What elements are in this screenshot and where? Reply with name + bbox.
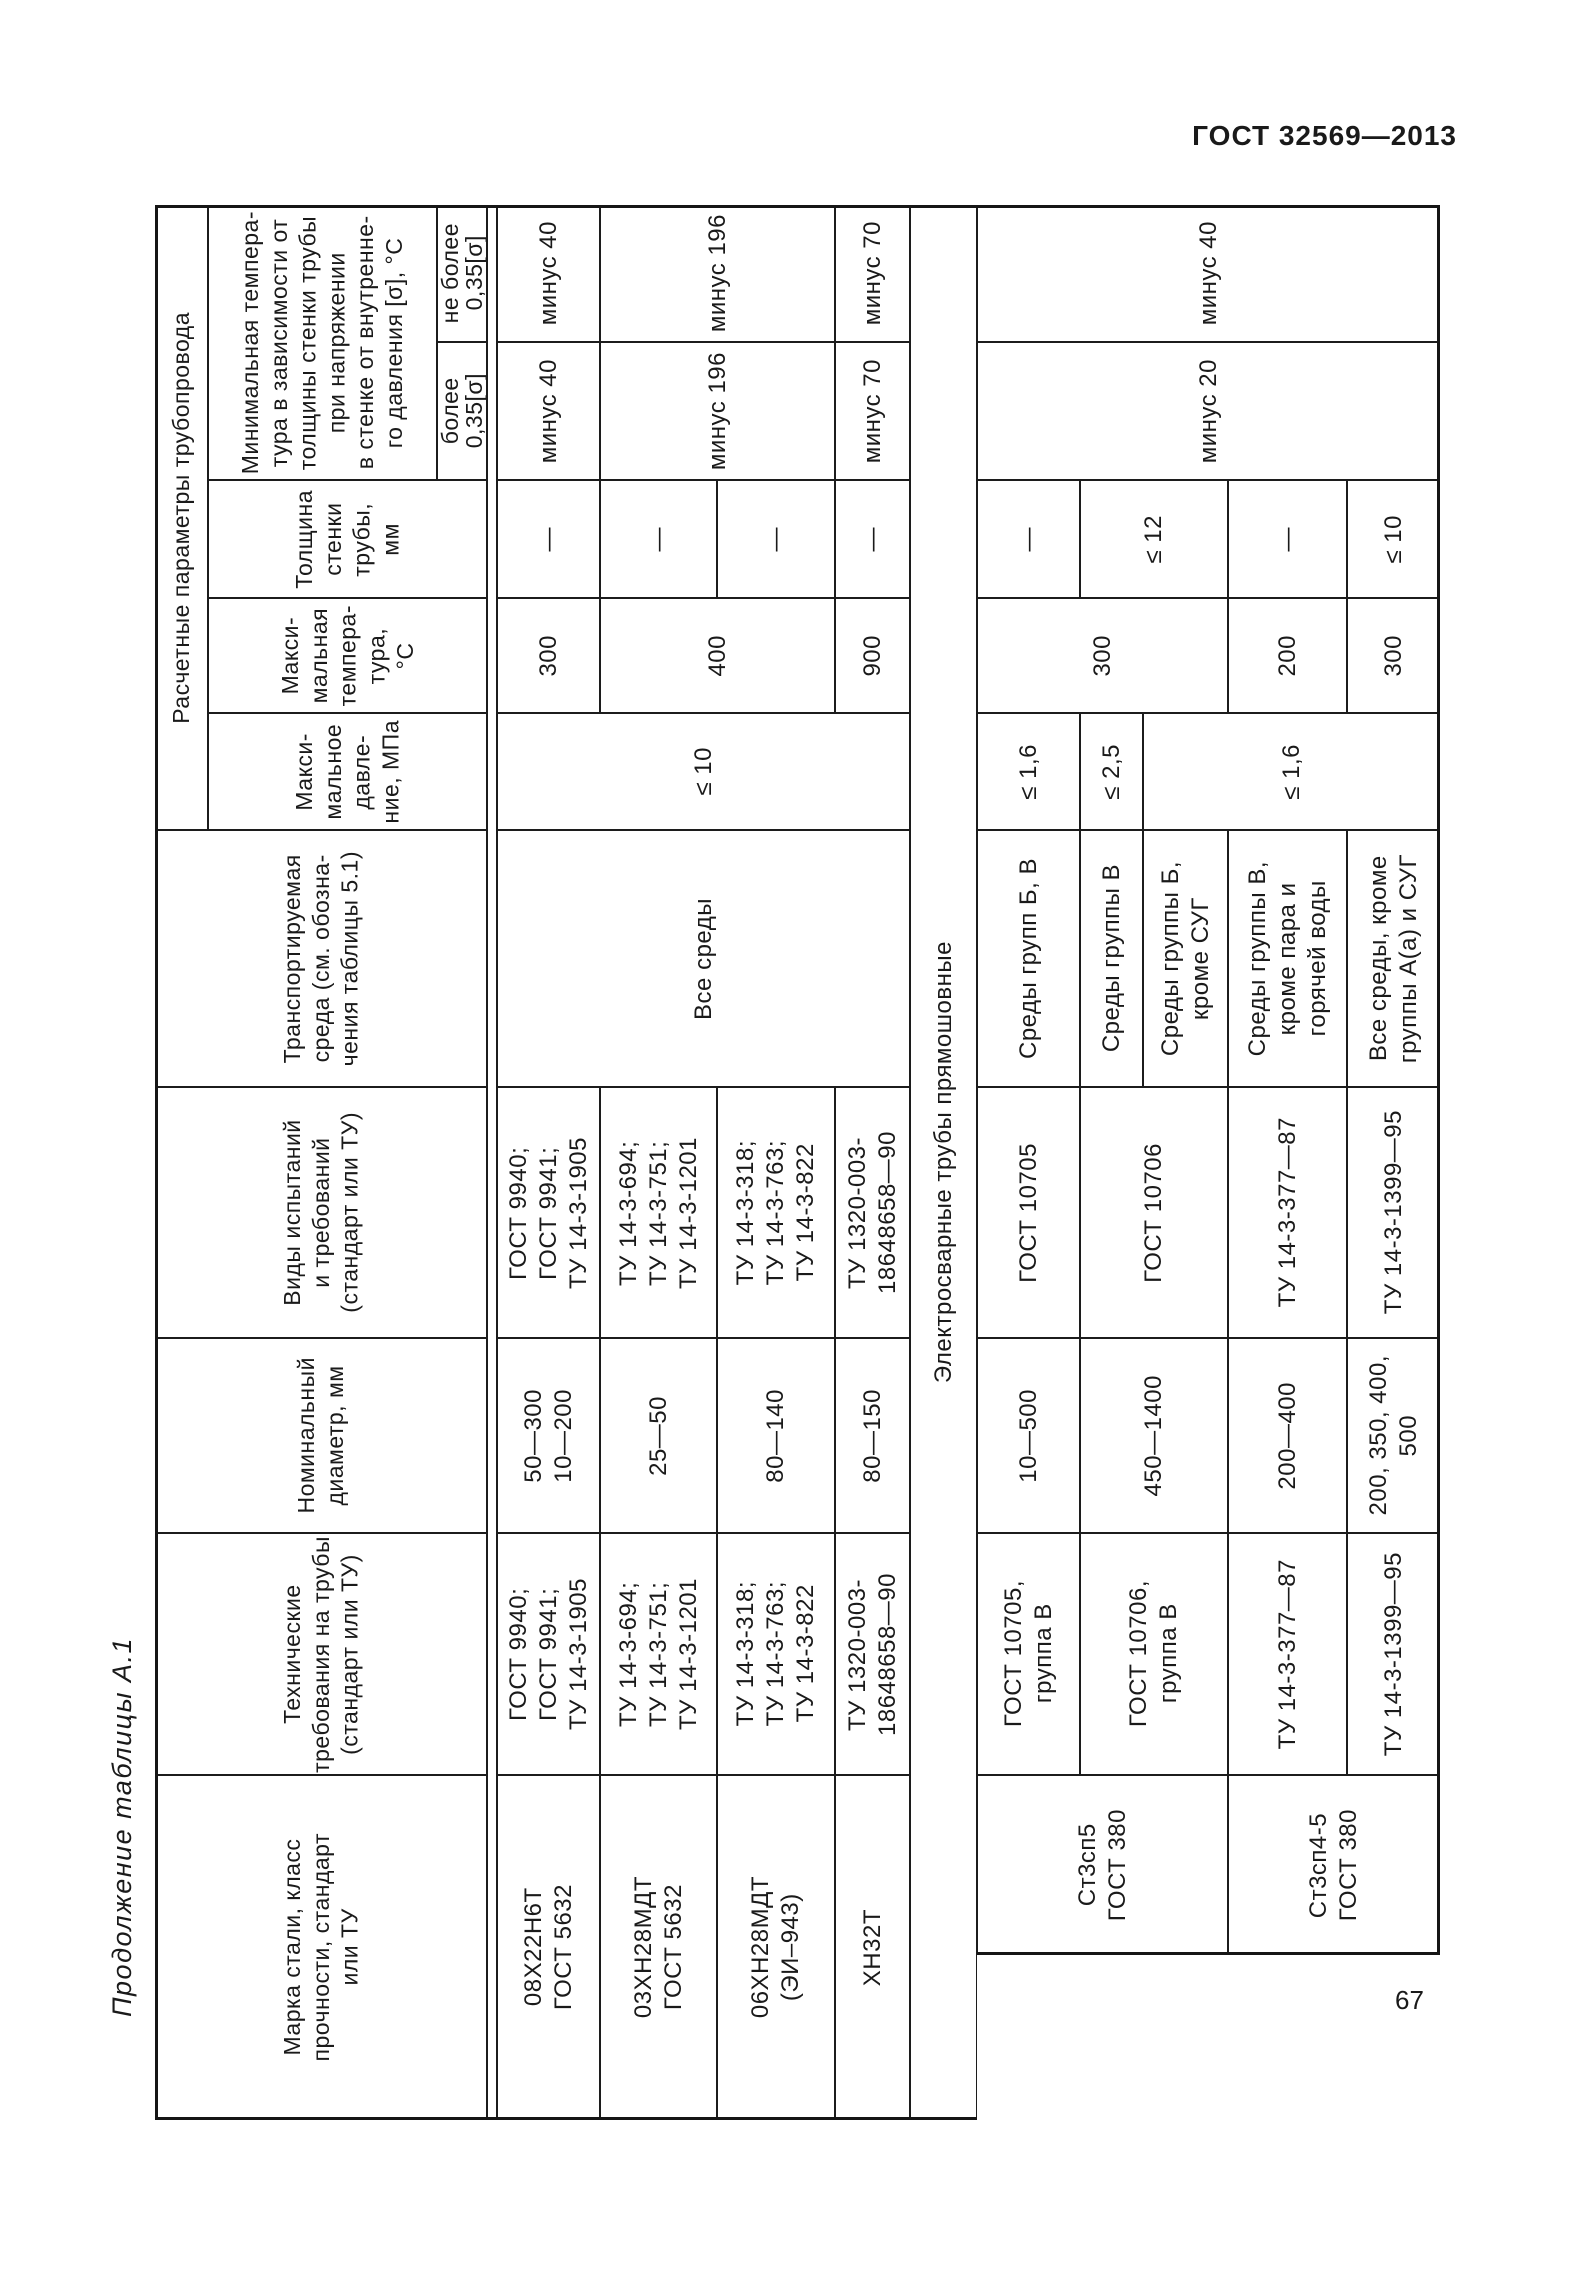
cell-a4-over: минус 70 — [835, 342, 910, 480]
page-number: 67 — [1395, 1985, 1424, 2015]
cell-a3-marka: 06ХН28МДТ (ЭИ–943) — [717, 1775, 835, 2120]
cell-a1-tests: ГОСТ 9940; ГОСТ 9941; ТУ 14-3-1905 — [497, 1087, 600, 1338]
cell-b8-media: Среды группы В, кроме пара и горячей вод… — [1228, 830, 1347, 1087]
cell-a2-diam: 25—50 — [600, 1338, 717, 1533]
cell-a23-temp: 400 — [600, 598, 835, 713]
cell-a3-tests: ТУ 14-3-318; ТУ 14-3-763; ТУ 14-3-822 — [717, 1087, 835, 1338]
cell-a-pressure: ≤ 10 — [497, 713, 910, 830]
cell-b5-tests: ГОСТ 10705 — [977, 1087, 1080, 1338]
section-divider: Электросварные трубы прямошовные — [910, 205, 977, 2120]
cell-b8-tests: ТУ 14-3-377—87 — [1228, 1087, 1347, 1338]
cell-a1-over: минус 40 — [497, 342, 600, 480]
cell-b5-wall: — — [977, 480, 1080, 598]
cell-b9-media: Все среды, кроме группы А(а) и СУГ — [1347, 830, 1440, 1087]
cell-b567-marka: Ст3сп5 ГОСТ 380 — [977, 1775, 1228, 1955]
cell-a4-marka: ХН32Т — [835, 1775, 910, 2120]
cell-a1-wall: — — [497, 480, 600, 598]
cell-a1-not-over: минус 40 — [497, 205, 600, 342]
cell-b9-wall: ≤ 10 — [1347, 480, 1440, 598]
cell-b567-temp: 300 — [977, 598, 1228, 713]
document-number: ГОСТ 32569—2013 — [1192, 120, 1457, 151]
cell-b5-diam: 10—500 — [977, 1338, 1080, 1533]
cell-b8-diam: 200—400 — [1228, 1338, 1347, 1533]
header-not-over: не более 0,35[σ] — [437, 205, 487, 342]
cell-a4-not-over: минус 70 — [835, 205, 910, 342]
header-temperature: Макси- мальная темпера- тура, °С — [208, 598, 487, 713]
cell-a23-over: минус 196 — [600, 342, 835, 480]
cell-b9-tech: ТУ 14-3-1399—95 — [1347, 1533, 1440, 1775]
header-min-temp: Минимальная темпера- тура в зависимости … — [208, 205, 437, 480]
cell-a4-tech: ТУ 1320-003- 18648658—90 — [835, 1533, 910, 1775]
cell-a23-not-over: минус 196 — [600, 205, 835, 342]
cell-a2-tests: ТУ 14-3-694; ТУ 14-3-751; ТУ 14-3-1201 — [600, 1087, 717, 1338]
cell-b8-tech: ТУ 14-3-377—87 — [1228, 1533, 1347, 1775]
cell-a-media: Все среды — [497, 830, 910, 1087]
cell-a2-wall: — — [600, 480, 717, 598]
header-tests: Виды испытаний и требований (стандарт ил… — [155, 1087, 487, 1338]
cell-b67-wall: ≤ 12 — [1080, 480, 1228, 598]
header-calc-group: Расчетные параметры трубопровода — [155, 205, 208, 830]
cell-b9-temp: 300 — [1347, 598, 1440, 713]
cell-b89-marka: Ст3сп4-5 ГОСТ 380 — [1228, 1775, 1440, 1955]
cell-a4-diam: 80—150 — [835, 1338, 910, 1533]
cell-b789-pressure: ≤ 1,6 — [1143, 713, 1440, 830]
rotated-table: Расчетные параметры трубопровода Минимал… — [155, 205, 1440, 2120]
header-over: более 0,35[σ] — [437, 342, 487, 480]
cell-a1-marka: 08Х22Н6Т ГОСТ 5632 — [497, 1775, 600, 2120]
cell-a3-diam: 80—140 — [717, 1338, 835, 1533]
header-pressure: Макси- мальное давле- ние, МПа — [208, 713, 487, 830]
cell-b9-tests: ТУ 14-3-1399—95 — [1347, 1087, 1440, 1338]
cell-a4-wall: — — [835, 480, 910, 598]
header-marka: Марка стали, класс прочности, стандарт и… — [155, 1775, 487, 2120]
header-wall: Толщина стенки трубы, мм — [208, 480, 487, 598]
cell-b5-media: Среды групп Б, В — [977, 830, 1080, 1087]
cell-b67-tech: ГОСТ 10706, группа В — [1080, 1533, 1228, 1775]
cell-a4-tests: ТУ 1320-003- 18648658—90 — [835, 1087, 910, 1338]
cell-a2-tech: ТУ 14-3-694; ТУ 14-3-751; ТУ 14-3-1201 — [600, 1533, 717, 1775]
table-caption: Продолжение таблицы А.1 — [98, 1545, 148, 2110]
cell-a4-temp: 900 — [835, 598, 910, 713]
cell-b67-diam: 450—1400 — [1080, 1338, 1228, 1533]
header-diameter: Номинальный диаметр, мм — [155, 1338, 487, 1533]
cell-b9-diam: 200, 350, 400, 500 — [1347, 1338, 1440, 1533]
cell-b7-media: Среды группы Б, кроме СУГ — [1143, 830, 1228, 1087]
table-caption-text: Продолжение таблицы А.1 — [107, 1637, 138, 2018]
cell-b-over: минус 20 — [977, 342, 1440, 480]
header-media: Транспортируемая среда (см. обозна- чени… — [155, 830, 487, 1087]
cell-b5-tech: ГОСТ 10705, группа В — [977, 1533, 1080, 1775]
cell-b6-media: Среды группы В — [1080, 830, 1143, 1087]
cell-b67-tests: ГОСТ 10706 — [1080, 1087, 1228, 1338]
cell-b6-pressure: ≤ 2,5 — [1080, 713, 1143, 830]
cell-b8-wall: — — [1228, 480, 1347, 598]
header-separator-double-line — [487, 205, 497, 2120]
cell-a3-wall: — — [717, 480, 835, 598]
cell-b8-temp: 200 — [1228, 598, 1347, 713]
cell-b5-pressure: ≤ 1,6 — [977, 713, 1080, 830]
cell-a1-temp: 300 — [497, 598, 600, 713]
cell-a2-marka: 03ХН28МДТ ГОСТ 5632 — [600, 1775, 717, 2120]
header-tech: Технические требования на трубы (стандар… — [155, 1533, 487, 1775]
cell-a3-tech: ТУ 14-3-318; ТУ 14-3-763; ТУ 14-3-822 — [717, 1533, 835, 1775]
cell-a1-diam: 50—300 10—200 — [497, 1338, 600, 1533]
cell-a1-tech: ГОСТ 9940; ГОСТ 9941; ТУ 14-3-1905 — [497, 1533, 600, 1775]
cell-b-not-over: минус 40 — [977, 205, 1440, 342]
